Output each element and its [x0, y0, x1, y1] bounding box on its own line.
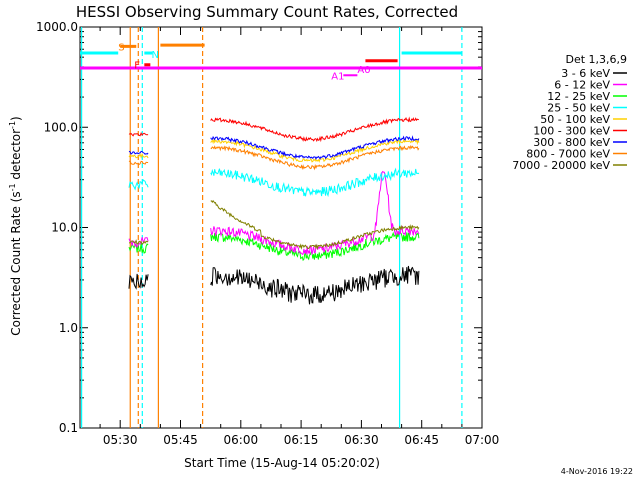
series-segment-early	[128, 273, 149, 290]
y-tick-label: 1.0	[59, 321, 78, 335]
ylabel-sup-1: -1	[8, 183, 17, 191]
series-segment-main	[210, 265, 420, 305]
x-tick-label: 05:45	[163, 433, 198, 447]
legend-title: Det 1,3,6,9	[565, 53, 627, 66]
chart-title: HESSI Observing Summary Count Rates, Cor…	[76, 3, 458, 21]
legend-entry-label: 6 - 12 keV	[554, 79, 610, 92]
x-tick-label: 07:00	[465, 433, 500, 447]
plot-frame	[79, 26, 483, 429]
flag-label: F	[134, 60, 140, 71]
y-tick-label: 100.0	[44, 120, 78, 134]
legend-entry-label: 7000 - 20000 keV	[512, 159, 610, 172]
ylabel-part-1: Corrected Count Rate (s	[9, 191, 23, 335]
x-tick-label: 06:15	[284, 433, 319, 447]
series-segment-early	[128, 178, 149, 191]
x-tick-label: 06:45	[404, 433, 439, 447]
ylabel-sup-2: -1	[8, 121, 17, 129]
flag-label: N	[152, 50, 159, 61]
flag-label: A0	[357, 65, 370, 76]
legend-entry-label: 300 - 800 keV	[533, 136, 610, 149]
ylabel-part-3: )	[9, 116, 23, 121]
plot-area: 0.1 1.0 10.0 100.0 1000.0 05:30 05:45 06:00 06:1…	[36, 20, 499, 447]
footer-date: 4-Nov-2016 19:22	[561, 467, 633, 476]
legend-entry-label: 100 - 300 keV	[533, 125, 610, 138]
series-segment-main	[210, 199, 420, 250]
x-axis-label: Start Time (15-Aug-14 05:20:02)	[184, 456, 380, 470]
series-segment-main	[210, 135, 420, 160]
series-segment-early	[128, 237, 149, 249]
series-segment-main	[210, 137, 420, 163]
legend-entry-label: 25 - 50 keV	[547, 102, 610, 115]
y-axis-label: Corrected Count Rate (s-1 detector-1)	[8, 116, 23, 335]
legend-entry-label: 800 - 7000 keV	[526, 148, 610, 161]
series-segment-main	[210, 144, 420, 171]
svg-text:Corrected Count Rate (s-1 dete: Corrected Count Rate (s-1 detector-1)	[8, 116, 23, 335]
series-segment-main	[210, 167, 420, 198]
legend-entry-label: 12 - 25 keV	[547, 90, 610, 103]
series-segment-early	[128, 239, 149, 246]
series-segment-main	[210, 170, 420, 255]
y-tick-label: 10.0	[51, 221, 78, 235]
ylabel-part-2: detector	[9, 129, 23, 184]
y-tick-label: 1000.0	[36, 20, 78, 34]
x-tick-label: 05:30	[103, 433, 138, 447]
series-segment-early	[128, 160, 149, 166]
legend-entry-label: 50 - 100 keV	[540, 113, 610, 126]
series-segment-early	[128, 152, 149, 159]
series-segment-main	[210, 231, 420, 262]
flag-label: A1	[331, 71, 344, 82]
series-segment-early	[128, 150, 149, 155]
flag-label: S	[118, 42, 124, 53]
legend-entry-label: 3 - 6 keV	[561, 67, 610, 80]
series-segment-early	[128, 132, 149, 137]
series-segment-main	[210, 116, 420, 143]
x-tick-label: 06:30	[344, 433, 379, 447]
y-tick-label: 0.1	[59, 421, 78, 435]
x-tick-label: 06:00	[224, 433, 259, 447]
